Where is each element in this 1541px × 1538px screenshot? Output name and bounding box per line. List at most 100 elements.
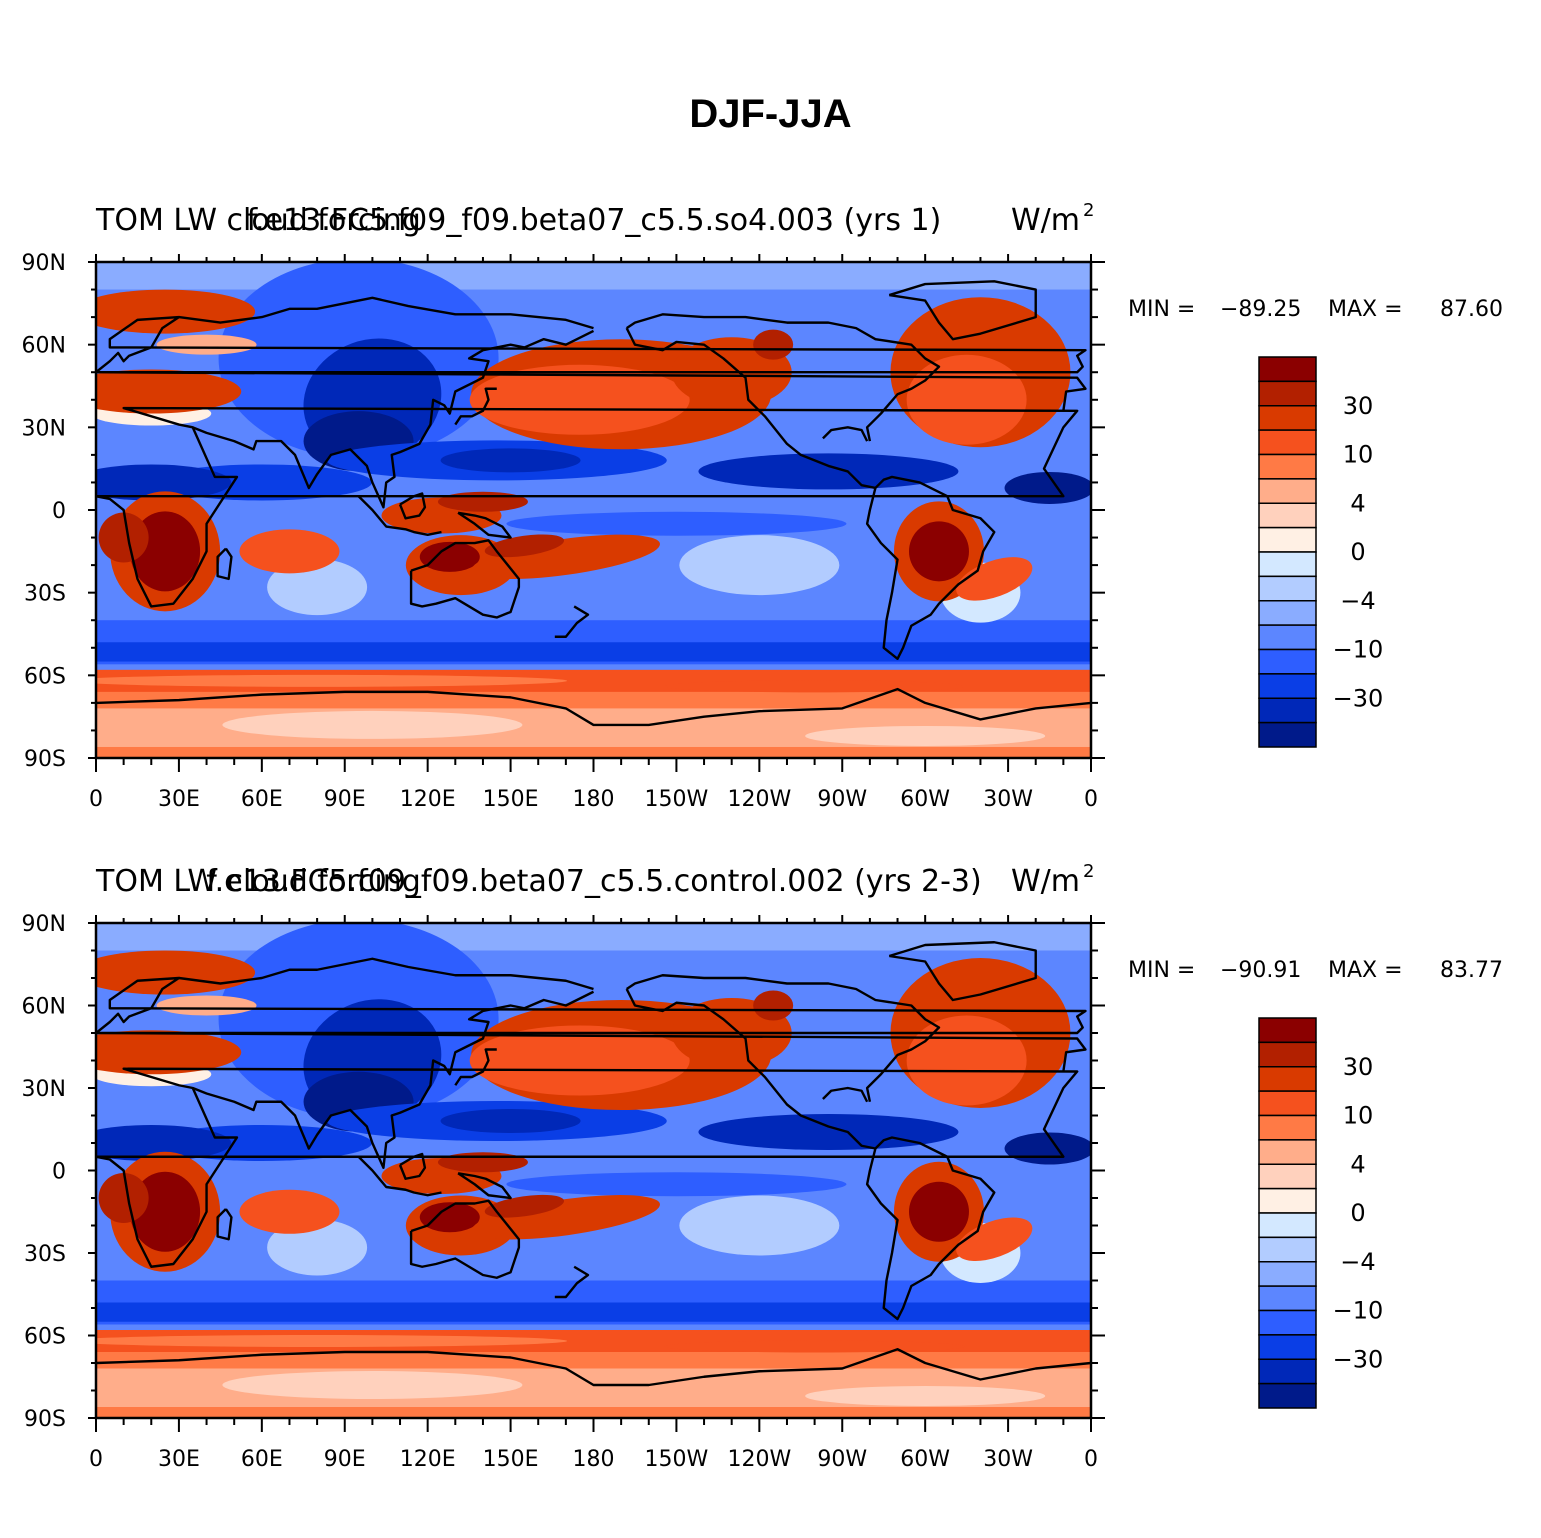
colorbar-swatch — [1258, 624, 1317, 651]
colorbar-swatch — [1258, 673, 1317, 699]
lon-tick-label: 60E — [241, 787, 283, 812]
coastlines — [96, 941, 1091, 1387]
coast-newguinea — [457, 511, 512, 539]
units-superscript: 2 — [1083, 861, 1094, 882]
coast-africa — [96, 1067, 1079, 1268]
coast-siberia — [178, 957, 594, 991]
field-patch — [906, 354, 1027, 445]
coast-borneo — [398, 1152, 427, 1180]
center-string: f.e13.FC5.f09_f09.beta07_c5.5.so4.003 (y… — [247, 203, 942, 238]
min-value: −89.25 — [1220, 297, 1301, 322]
field-patch — [484, 534, 565, 558]
colorbar-swatch — [1258, 1358, 1317, 1385]
field-patch — [96, 1125, 232, 1161]
field-patch — [753, 329, 794, 360]
colorbar-swatch — [1258, 1187, 1317, 1214]
coast-indonesia — [357, 495, 442, 536]
lon-tick-label: 0 — [1084, 1447, 1098, 1472]
axes — [88, 915, 1105, 1432]
field-patch — [96, 1030, 242, 1075]
max-label: MAX = — [1328, 297, 1403, 322]
lat-tick-label: 30S — [24, 582, 66, 607]
colorbar-swatch — [1258, 478, 1317, 504]
colorbar-swatch — [1258, 1285, 1317, 1312]
field-patch — [698, 453, 959, 490]
lat-tick-label: 0 — [52, 1160, 66, 1185]
colorbar-label: 4 — [1350, 1150, 1365, 1178]
figure-title: DJF-JJA — [689, 92, 852, 136]
coast-indonesia — [357, 1155, 442, 1197]
lon-tick-label: 150E — [483, 787, 539, 812]
colorbar: 30 10 4 0 −4 −10 −30 — [1258, 356, 1383, 748]
colorbar-swatch — [1258, 1139, 1317, 1165]
coast-americas-west — [625, 988, 996, 1321]
colorbar-swatch — [1258, 429, 1317, 456]
panel-bottom: TOM LW cloud forcingf.e13.FC5.f09_f09.be… — [22, 861, 1503, 1472]
field-patch — [222, 710, 523, 739]
field-patch — [908, 1181, 969, 1242]
lon-tick-label: 120W — [727, 787, 791, 812]
lon-tick-label: 120E — [400, 1447, 456, 1472]
lon-tick-label: 30E — [158, 1447, 200, 1472]
left-string: TOM LW cloud forcing — [95, 864, 421, 899]
field-patch — [96, 464, 232, 501]
lat-tick-label: 60N — [22, 334, 66, 359]
lon-tick-label: 150E — [483, 1447, 539, 1472]
field-patch — [239, 1189, 340, 1234]
coast-greenland — [888, 941, 1037, 1002]
colorbar-swatch — [1258, 575, 1317, 602]
max-value: 87.60 — [1440, 297, 1503, 322]
colorbar-swatch — [1258, 1017, 1317, 1044]
field-patch — [156, 334, 257, 355]
field-patch — [222, 1371, 523, 1399]
colorbar-swatch — [1258, 1066, 1317, 1092]
colorbar-label: 0 — [1350, 1199, 1365, 1227]
max-value: 83.77 — [1440, 958, 1503, 983]
colorbar-swatch — [1258, 380, 1317, 407]
axes — [88, 254, 1105, 772]
lat-tick-label: 60S — [24, 664, 66, 689]
coast-europe — [96, 976, 1087, 1072]
colorbar-swatch — [1258, 697, 1317, 724]
coast-gulf — [822, 1086, 869, 1103]
lon-tick-label: 150W — [645, 787, 709, 812]
coast-madagascar — [216, 1208, 233, 1241]
field-patch — [239, 529, 340, 574]
coast-antarctica — [96, 687, 1091, 727]
lat-tick-label: 30N — [22, 416, 66, 441]
lon-tick-label: 120W — [727, 1447, 791, 1472]
field-patch — [956, 557, 1033, 601]
field-patch — [956, 1217, 1033, 1262]
field-patch — [664, 1340, 965, 1353]
contour-field — [96, 262, 1091, 758]
coast-australia — [409, 1199, 521, 1279]
colorbar-swatch — [1258, 1212, 1317, 1239]
field-patch — [437, 1152, 528, 1173]
coast-japan — [454, 387, 497, 426]
lon-tick-label: 90W — [817, 1447, 867, 1472]
min-label: MIN = — [1128, 297, 1195, 322]
colorbar-swatch — [1258, 453, 1317, 480]
field-patch — [679, 535, 840, 596]
field-patch — [96, 674, 568, 687]
coast-americas-west — [625, 327, 996, 660]
lat-tick-label: 30S — [24, 1242, 66, 1267]
field-patch — [805, 725, 1046, 746]
coast-madagascar — [216, 547, 233, 581]
lat-tick-label: 90S — [24, 747, 66, 772]
colorbar: 30 10 4 0 −4 −10 −30 — [1258, 1017, 1384, 1409]
colorbar-label: −10 — [1333, 1297, 1384, 1325]
colorbar-swatch — [1258, 1163, 1317, 1190]
colorbar-swatch — [1258, 1041, 1317, 1068]
colorbar-label: 4 — [1350, 489, 1365, 517]
colorbar-swatch — [1258, 1090, 1317, 1117]
colorbar-label: 30 — [1343, 392, 1374, 420]
lon-tick-label: 150W — [645, 1447, 709, 1472]
panel-top: TOM LW cloud forcingf.e13.FC5.f09_f09.be… — [22, 200, 1503, 812]
units-label: W/m — [1011, 864, 1080, 899]
coast-newzealand — [554, 605, 590, 638]
max-label: MAX = — [1328, 958, 1403, 983]
lon-tick-label: 90E — [324, 1447, 366, 1472]
field-patch — [96, 369, 242, 414]
